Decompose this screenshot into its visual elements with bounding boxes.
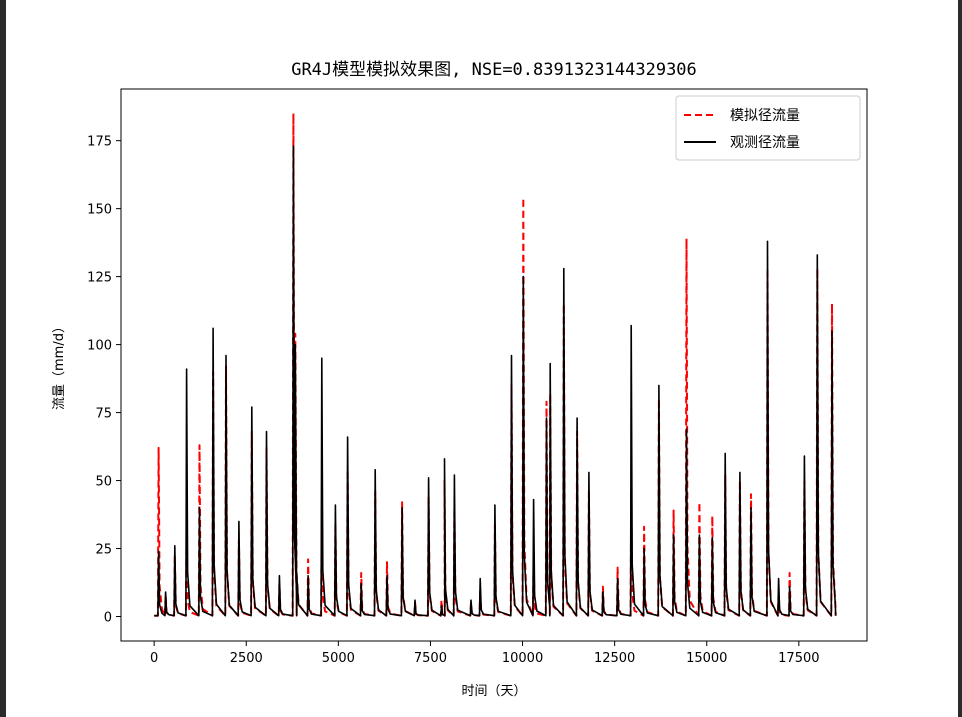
x-tick-label: 0: [150, 651, 158, 666]
legend-box: [675, 95, 861, 161]
x-tick-label: 7500: [414, 651, 447, 666]
plot-frame: [120, 88, 868, 642]
x-axis: 0 2500 5000 7500 10000 12500 15000 17500: [150, 641, 820, 666]
y-axis: 0 25 50 75 100 125 150 175: [87, 135, 121, 626]
series-line-observed: [154, 145, 837, 617]
y-tick-label: 0: [104, 611, 112, 626]
y-tick-label: 100: [87, 339, 112, 354]
x-tick-label: 2500: [230, 651, 263, 666]
y-axis-label: 流量（mm/d）: [52, 320, 67, 410]
x-tick-label: 15000: [686, 651, 727, 666]
legend: 模拟径流量 观测径流量: [675, 95, 861, 161]
y-tick-label: 150: [87, 203, 112, 218]
x-tick-label: 5000: [322, 651, 355, 666]
y-tick-label: 75: [95, 407, 112, 422]
window-frame-left: [0, 0, 6, 717]
legend-label-simulated: 模拟径流量: [730, 108, 800, 124]
series-layer: [154, 112, 837, 617]
x-axis-label: 时间（天）: [461, 684, 526, 699]
y-tick-label: 50: [95, 475, 112, 490]
y-tick-label: 125: [87, 271, 112, 286]
window-frame-right: [958, 0, 962, 717]
x-tick-label: 12500: [594, 651, 635, 666]
y-tick-label: 25: [95, 543, 112, 558]
chart-title: GR4J模型模拟效果图, NSE=0.8391323144329306: [291, 60, 697, 80]
x-tick-label: 10000: [502, 651, 543, 666]
x-tick-label: 17500: [778, 651, 819, 666]
y-tick-label: 175: [87, 135, 112, 150]
legend-label-observed: 观测径流量: [730, 135, 800, 151]
